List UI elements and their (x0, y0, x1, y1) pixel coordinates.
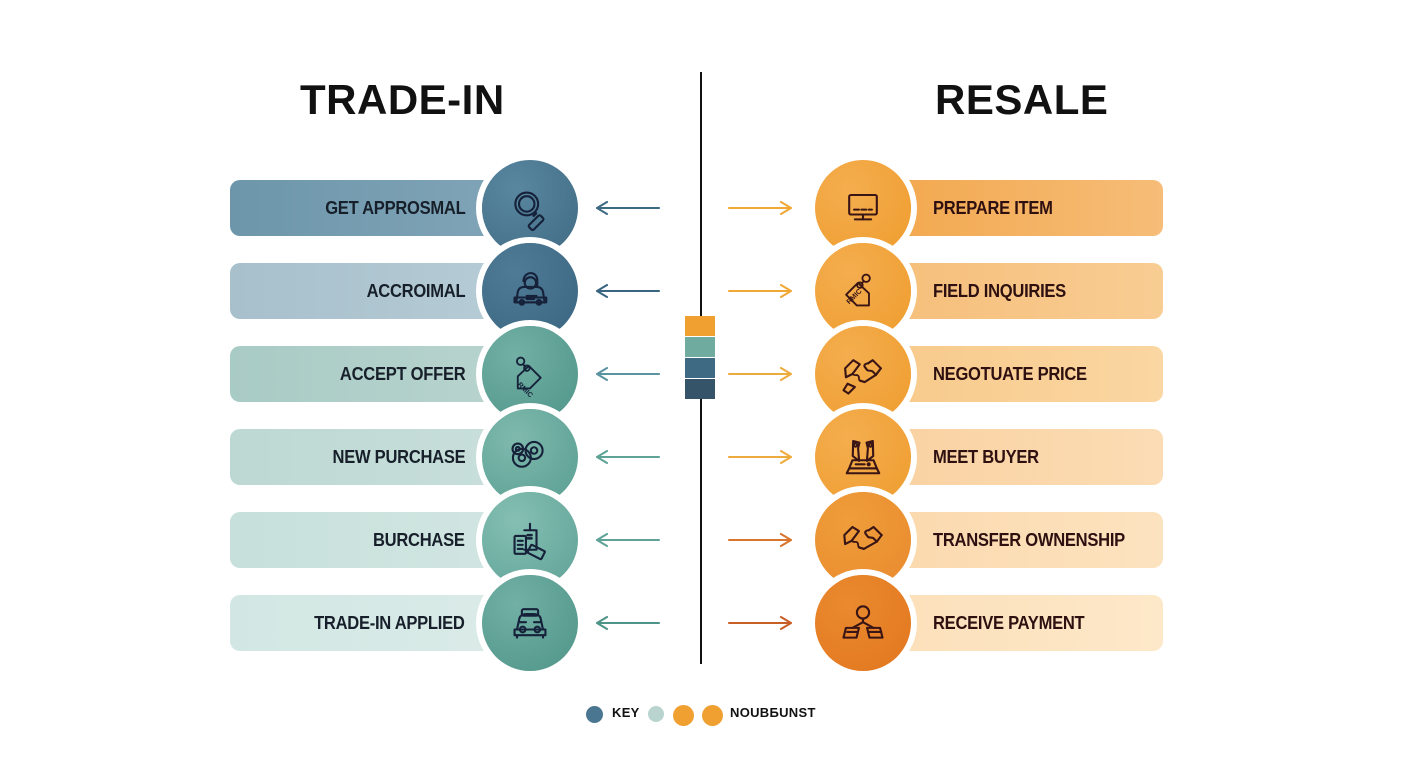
svg-text:RMIC: RMIC (516, 381, 535, 400)
